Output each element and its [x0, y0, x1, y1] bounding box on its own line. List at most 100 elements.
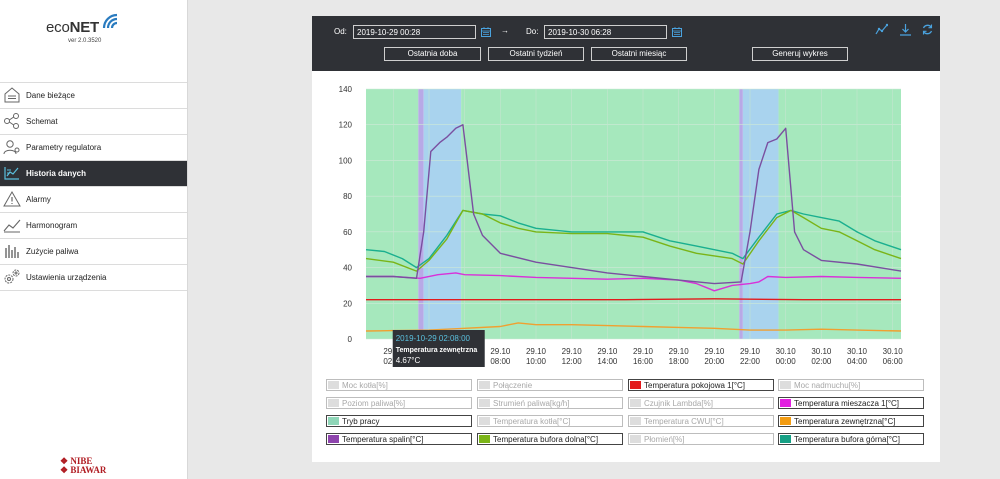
legend-toggle[interactable]: Moc nadmuchu[%]: [778, 379, 924, 391]
series-line-2: [365, 322, 902, 332]
x-tick-date: 30.10: [776, 347, 797, 356]
last-month-button[interactable]: Ostatni miesiąc: [591, 47, 687, 61]
x-tick-date: 30.10: [883, 347, 904, 356]
x-tick-time: 00:00: [776, 357, 797, 366]
work-mode-band-blue: [742, 89, 779, 339]
sidebar-item-label: Harmonogram: [26, 221, 78, 230]
x-tick-time: 04:00: [847, 357, 868, 366]
x-tick-date: 29.10: [740, 347, 761, 356]
sidebar-item-ustawienia-urzadzenia[interactable]: Ustawienia urządzenia: [0, 264, 187, 291]
legend-toggle[interactable]: Płomień[%]: [628, 433, 774, 445]
tooltip-box: [392, 330, 485, 367]
y-tick-label: 20: [343, 299, 352, 308]
sidebar-item-dane-biezace[interactable]: Dane bieżące: [0, 82, 187, 108]
legend-label: Temperatura mieszacza 1[°C]: [794, 399, 900, 408]
legend-toggle[interactable]: Temperatura CWU[°C]: [628, 415, 774, 427]
x-tick-date: 29.10: [526, 347, 547, 356]
last-day-button[interactable]: Ostatnia doba: [384, 47, 481, 61]
legend-label: Strumień paliwa[kg/h]: [493, 399, 570, 408]
legend-toggle[interactable]: Temperatura spalin[°C]: [326, 433, 472, 445]
legend-label: Połączenie: [493, 381, 533, 390]
legend-toggle[interactable]: Poziom paliwa[%]: [326, 397, 472, 409]
work-mode-band-green: [461, 89, 740, 339]
sidebar: ecoNET ver 2.0.3520 Dane bieżące Schemat…: [0, 0, 188, 479]
legend-swatch: [630, 399, 641, 407]
legend-label: Moc kotła[%]: [342, 381, 388, 390]
legend-toggle[interactable]: Temperatura mieszacza 1[°C]: [778, 397, 924, 409]
legend-swatch: [630, 381, 641, 389]
work-mode-band-green: [366, 89, 419, 339]
calendar-icon[interactable]: [481, 27, 491, 37]
history-chart[interactable]: 0 20 40 60 80 100 120 140 29.10 02:00 29.10 04:00 29…: [312, 71, 940, 381]
y-tick-label: 140: [339, 85, 353, 94]
legend-toggle[interactable]: Moc kotła[%]: [326, 379, 472, 391]
x-tick-date: 30.10: [847, 347, 868, 356]
legend-label: Moc nadmuchu[%]: [794, 381, 861, 390]
from-label: Od:: [334, 27, 347, 36]
legend-swatch: [328, 435, 339, 443]
x-tick-time: 20:00: [704, 357, 725, 366]
generate-chart-button[interactable]: Generuj wykres: [752, 47, 848, 61]
to-date-input[interactable]: 2019-10-30 06:28: [544, 25, 667, 39]
legend-toggle[interactable]: Czujnik Lambda[%]: [628, 397, 774, 409]
gears-icon: [4, 269, 20, 284]
legend-swatch: [479, 417, 490, 425]
y-tick-label: 120: [339, 121, 353, 130]
legend-swatch: [328, 417, 339, 425]
sidebar-item-alarmy[interactable]: Alarmy: [0, 186, 187, 212]
history-panel: Od: 2019-10-29 00:28 → Do: 2019-10-30 06…: [312, 16, 940, 462]
sidebar-item-schemat[interactable]: Schemat: [0, 108, 187, 134]
last-week-button[interactable]: Ostatni tydzień: [488, 47, 584, 61]
x-tick-time: 08:00: [490, 357, 511, 366]
x-tick-time: 14:00: [597, 357, 618, 366]
refresh-icon[interactable]: [921, 23, 934, 36]
sidebar-item-label: Zużycie paliwa: [26, 247, 79, 256]
work-mode-band-green: [778, 89, 901, 339]
sidebar-item-zuzycie-paliwa[interactable]: Zużycie paliwa: [0, 238, 187, 264]
user-settings-icon: [3, 140, 20, 155]
calendar-icon[interactable]: [672, 27, 682, 37]
sidebar-item-parametry-regulatora[interactable]: Parametry regulatora: [0, 134, 187, 160]
legend-toggle[interactable]: Temperatura pokojowa 1[°C]: [628, 379, 774, 391]
x-tick-time: 02:00: [811, 357, 832, 366]
chart-tooltip: 2019-10-29 02:08:00 Temperatura zewnętrzn…: [392, 330, 485, 367]
legend-swatch: [630, 435, 641, 443]
legend-label: Temperatura bufora górna[°C]: [794, 435, 900, 444]
legend-swatch: [630, 417, 641, 425]
history-toolbar: Od: 2019-10-29 00:28 → Do: 2019-10-30 06…: [312, 16, 940, 71]
legend-swatch: [328, 381, 339, 389]
legend-toggle[interactable]: Temperatura bufora górna[°C]: [778, 433, 924, 445]
schedule-graph-icon: [3, 219, 21, 233]
wifi-icon: [102, 13, 118, 29]
alarm-triangle-icon: [3, 190, 21, 207]
x-tick-date: 29.10: [704, 347, 725, 356]
tooltip-date: 2019-10-29 02:08:00: [396, 334, 471, 343]
logo-text: ecoNET: [46, 19, 99, 36]
legend-toggle[interactable]: Temperatura bufora dolna[°C]: [477, 433, 623, 445]
tooltip-series: Temperatura zewnętrzna: [396, 347, 478, 354]
econet-logo[interactable]: ecoNET ver 2.0.3520: [46, 13, 126, 48]
legend-toggle[interactable]: Strumień paliwa[kg/h]: [477, 397, 623, 409]
work-mode-band-blue: [423, 89, 462, 339]
x-tick-time: 18:00: [669, 357, 690, 366]
legend-swatch: [780, 399, 791, 407]
from-date-input[interactable]: 2019-10-29 00:28: [353, 25, 476, 39]
y-tick-label: 60: [343, 228, 352, 237]
x-tick-date: 29.10: [669, 347, 690, 356]
sidebar-item-label: Parametry regulatora: [26, 143, 102, 152]
legend-toggle[interactable]: Temperatura zewnętrzna[°C]: [778, 415, 924, 427]
sidebar-item-label: Alarmy: [26, 195, 51, 204]
download-icon[interactable]: [899, 23, 912, 36]
legend-toggle[interactable]: Tryb pracy: [326, 415, 472, 427]
work-mode-band-lavender: [418, 89, 424, 339]
work-mode-band-lavender: [739, 89, 743, 339]
legend-toggle[interactable]: Połączenie: [477, 379, 623, 391]
legend-toggle[interactable]: Temperatura kotła[°C]: [477, 415, 623, 427]
nibe-biawar-logo: ❖ NIBE ❖ BIAWAR: [60, 456, 107, 475]
sidebar-item-historia-danych[interactable]: Historia danych: [0, 160, 187, 186]
legend-label: Płomień[%]: [644, 435, 685, 444]
legend-label: Temperatura zewnętrzna[°C]: [794, 417, 896, 426]
chart-line-icon[interactable]: [875, 23, 888, 36]
legend-swatch: [479, 381, 490, 389]
sidebar-item-harmonogram[interactable]: Harmonogram: [0, 212, 187, 238]
